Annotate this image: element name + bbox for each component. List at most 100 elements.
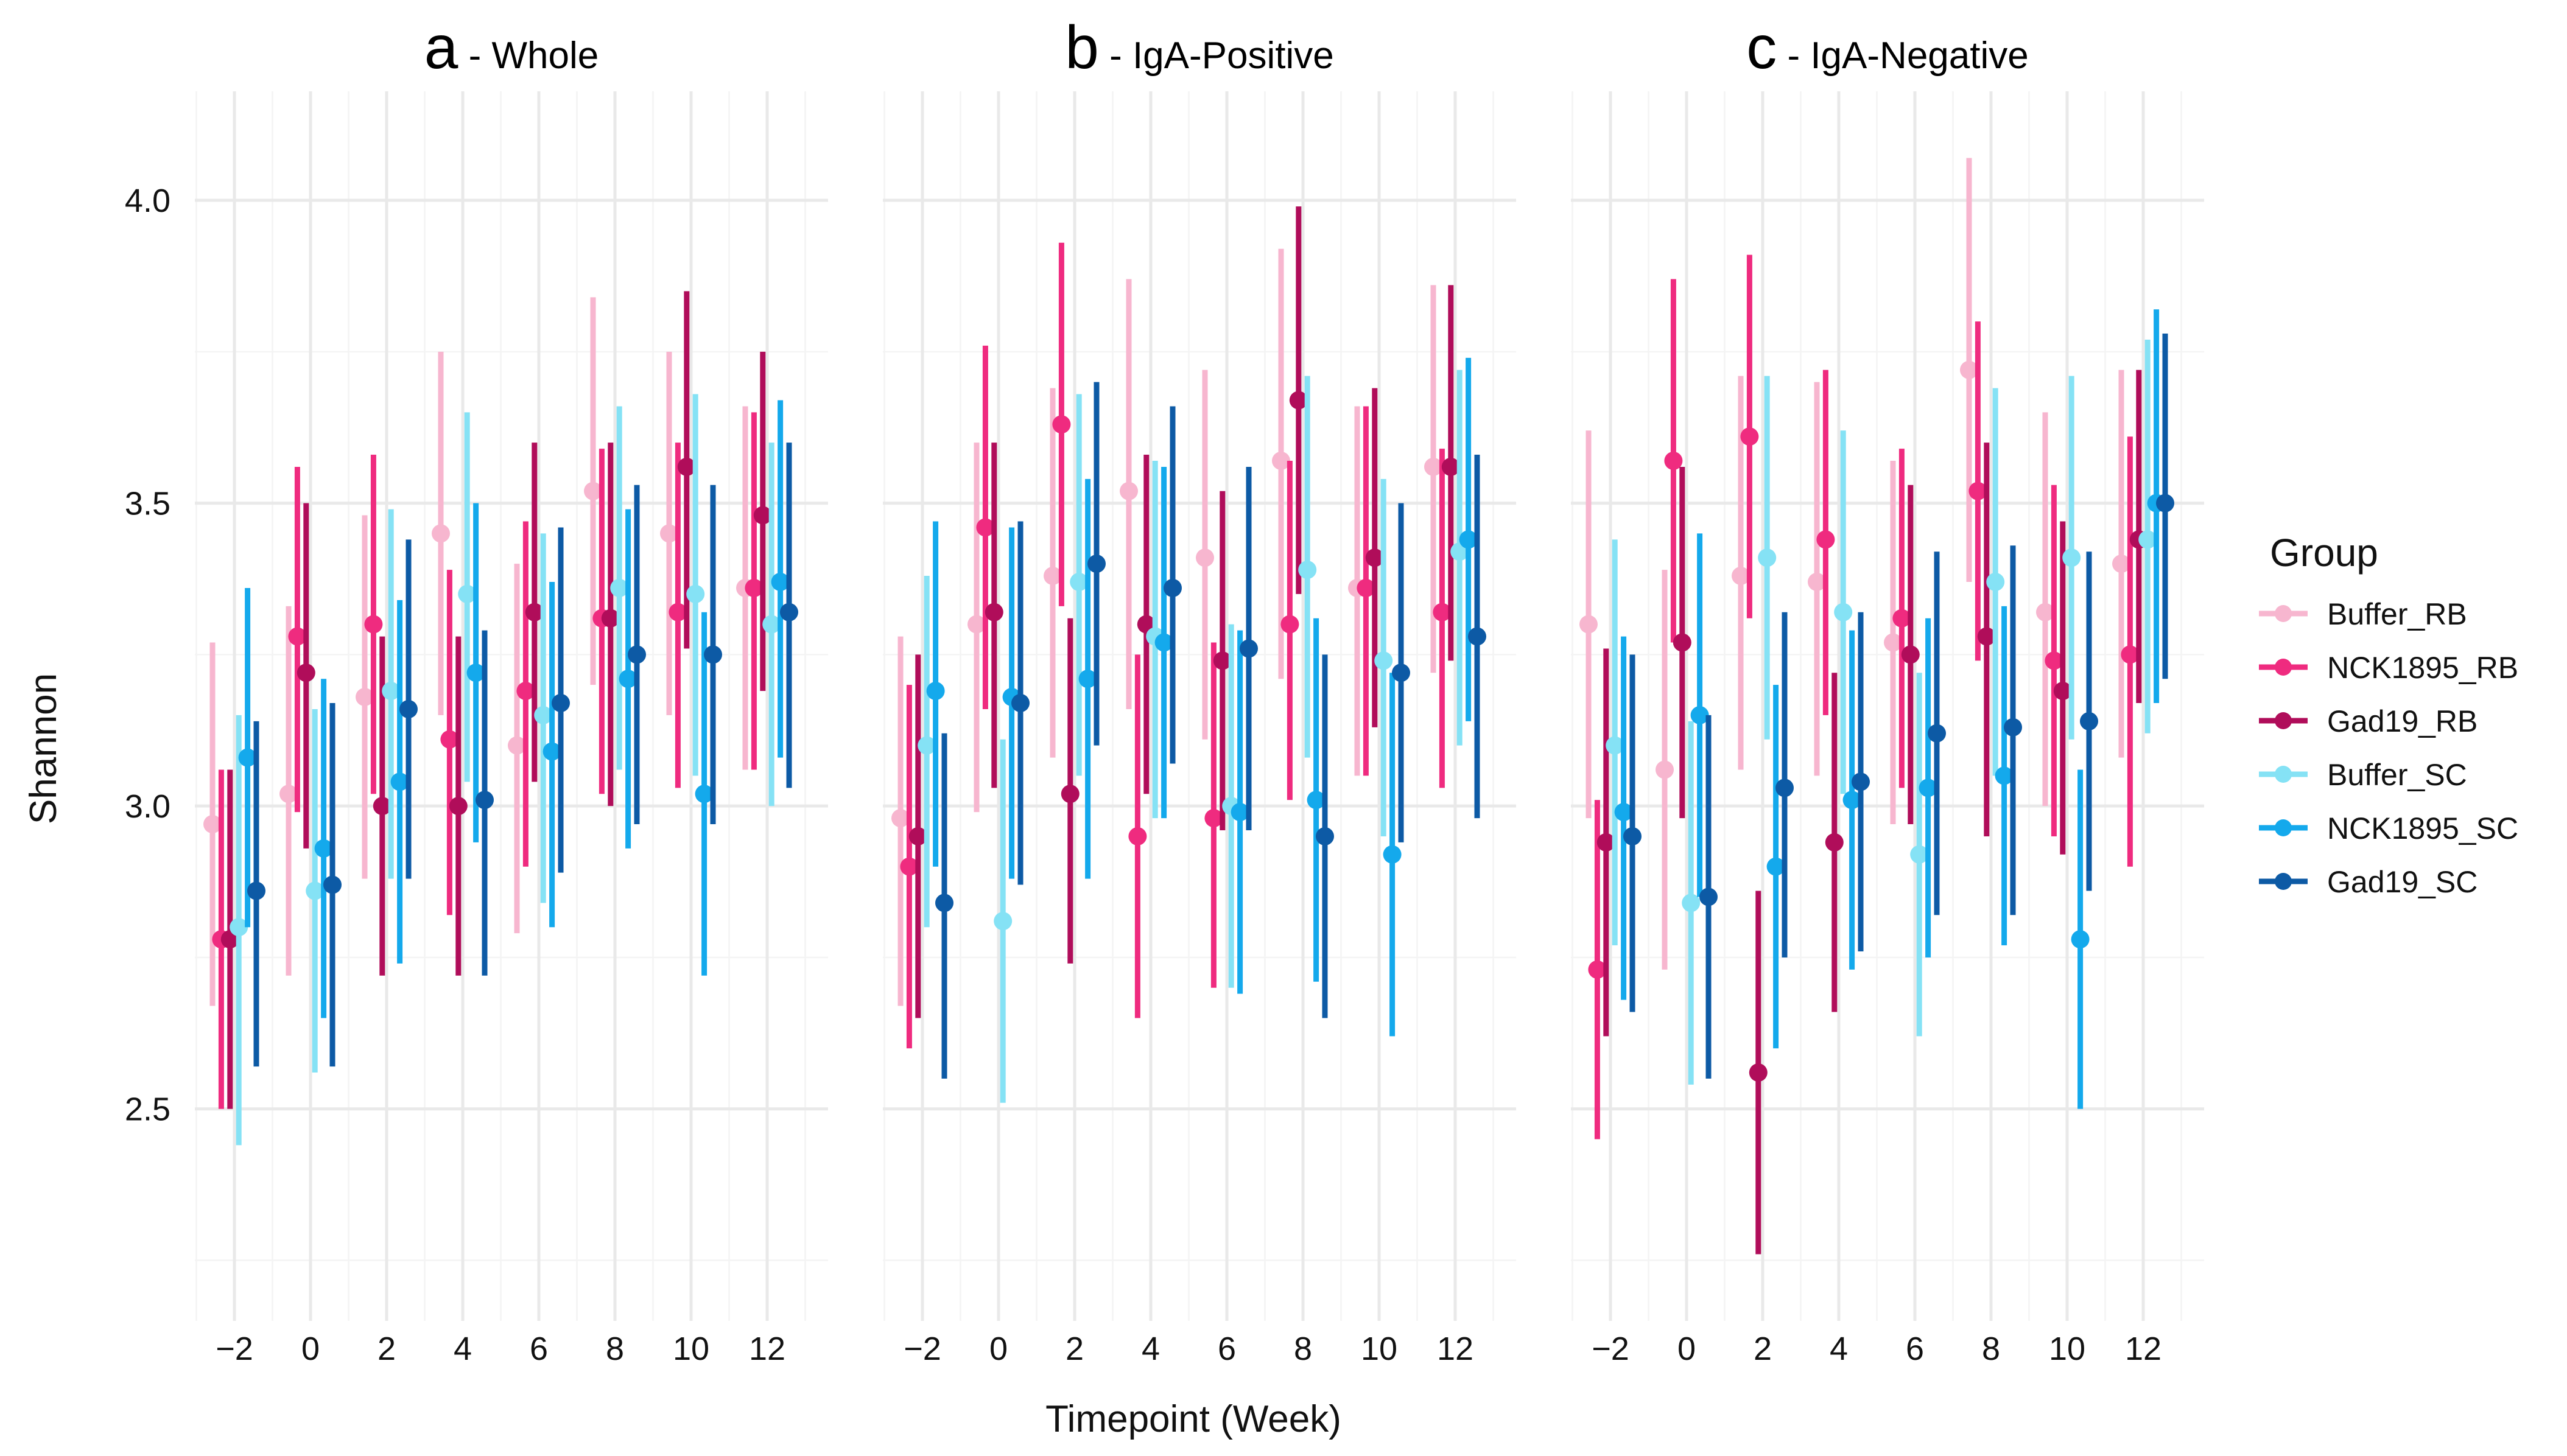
- data-point: [1664, 451, 1683, 470]
- data-point: [1606, 736, 1624, 755]
- data-point: [926, 682, 945, 701]
- data-point: [1213, 651, 1232, 670]
- data-point: [1758, 548, 1777, 567]
- data-point: [1433, 603, 1452, 621]
- data-point: [1699, 887, 1718, 906]
- series-Gad19_RB: [908, 206, 1460, 1018]
- x-tick-label: −2: [904, 1331, 941, 1367]
- data-point: [247, 881, 265, 900]
- data-point: [203, 815, 222, 834]
- data-point: [552, 694, 570, 713]
- data-point: [1044, 567, 1062, 586]
- data-point: [1374, 651, 1393, 670]
- x-tick-label: 12: [2125, 1331, 2161, 1367]
- data-point: [1087, 555, 1106, 573]
- data-point: [2080, 712, 2098, 730]
- data-point: [399, 699, 418, 718]
- x-tick-label: 10: [1361, 1331, 1397, 1367]
- legend-key-point: [2275, 712, 2292, 729]
- legend-item-Gad19_SC: Gad19_SC: [2259, 865, 2477, 899]
- data-point: [373, 797, 392, 816]
- panels: a - Whole −2 0 2 4 6 8 10 12 b - IgA-Positive −2 0 2…: [195, 13, 2204, 1367]
- data-point: [440, 730, 459, 749]
- series-Buffer_RB: [891, 248, 1442, 1006]
- data-point: [935, 894, 953, 912]
- data-point: [1673, 633, 1691, 652]
- data-point: [1459, 530, 1478, 549]
- data-point: [1808, 573, 1826, 592]
- x-tick-label: 8: [606, 1331, 624, 1367]
- x-tick-label: −2: [1592, 1331, 1629, 1367]
- data-point: [1120, 481, 1138, 500]
- data-point: [323, 875, 342, 894]
- data-point: [610, 578, 629, 597]
- series-Gad19_RB: [1596, 369, 2148, 1255]
- x-tick-label: 6: [530, 1331, 548, 1367]
- data-point: [1623, 827, 1642, 845]
- x-tick-label: 2: [1754, 1331, 1772, 1367]
- data-point: [1061, 785, 1080, 803]
- panel-subtitle: - IgA-Negative: [1777, 35, 2029, 77]
- data-point: [1128, 827, 1147, 845]
- data-point: [1656, 760, 1674, 779]
- y-tick-label: 2.5: [125, 1091, 170, 1128]
- data-point: [1928, 724, 1946, 743]
- x-tick-label: 6: [1218, 1331, 1236, 1367]
- data-point: [1011, 694, 1030, 713]
- data-point: [1392, 663, 1410, 682]
- data-point: [516, 682, 535, 701]
- x-tick-label: 2: [378, 1331, 396, 1367]
- data-point: [1240, 639, 1258, 658]
- data-point: [891, 809, 910, 828]
- data-point: [1884, 633, 1902, 652]
- data-point: [2036, 603, 2054, 621]
- data-point: [1204, 809, 1223, 828]
- data-point: [994, 912, 1013, 931]
- y-axis-label: Shannon: [23, 673, 65, 824]
- data-point: [314, 839, 333, 858]
- data-point: [1614, 803, 1633, 822]
- x-tick-label: 12: [749, 1331, 785, 1367]
- data-point: [2156, 494, 2174, 513]
- data-point: [476, 791, 494, 810]
- data-point: [704, 645, 722, 664]
- x-tick-label: 12: [1437, 1331, 1473, 1367]
- series-Buffer_RB: [1579, 158, 2130, 970]
- data-point: [1231, 803, 1249, 822]
- data-point: [2121, 645, 2140, 664]
- data-point: [1825, 833, 1844, 852]
- legend-key-point: [2275, 873, 2292, 890]
- series-Gad19_SC: [247, 443, 798, 1067]
- series-NCK1895_SC: [1614, 309, 2166, 1109]
- series-NCK1895_SC: [926, 357, 1478, 1037]
- panel-a: a - Whole −2 0 2 4 6 8 10 12: [195, 13, 828, 1367]
- data-point: [2112, 555, 2130, 573]
- data-point: [279, 785, 298, 803]
- data-point: [900, 857, 919, 876]
- series-Buffer_SC: [1606, 339, 2157, 1085]
- data-point: [1749, 1063, 1768, 1082]
- data-point: [1986, 573, 2005, 592]
- x-tick-label: 0: [1677, 1331, 1696, 1367]
- data-point: [1766, 857, 1785, 876]
- y-tick-label: 3.0: [125, 788, 170, 825]
- y-tick-label: 3.5: [125, 486, 170, 522]
- x-tick-label: 6: [1906, 1331, 1924, 1367]
- data-point: [753, 506, 772, 525]
- series-NCK1895_SC: [238, 400, 790, 1018]
- y-axis: 2.5 3.0 3.5 4.0: [125, 183, 170, 1128]
- data-point: [1968, 481, 1987, 500]
- series-Buffer_SC: [230, 394, 781, 1146]
- data-point: [382, 682, 401, 701]
- data-point: [508, 736, 526, 755]
- data-point: [1977, 627, 1996, 646]
- data-point: [967, 615, 986, 634]
- data-point: [918, 736, 936, 755]
- data-point: [1365, 548, 1384, 567]
- legend-label: Buffer_SC: [2327, 758, 2467, 792]
- panel-letter: b: [1065, 13, 1099, 82]
- data-point: [2004, 718, 2022, 737]
- panel-c: c - IgA-Negative −2 0 2 4 6 8 10 12: [1571, 13, 2204, 1367]
- panel-subtitle: - IgA-Positive: [1099, 35, 1334, 77]
- x-tick-label: 4: [1830, 1331, 1848, 1367]
